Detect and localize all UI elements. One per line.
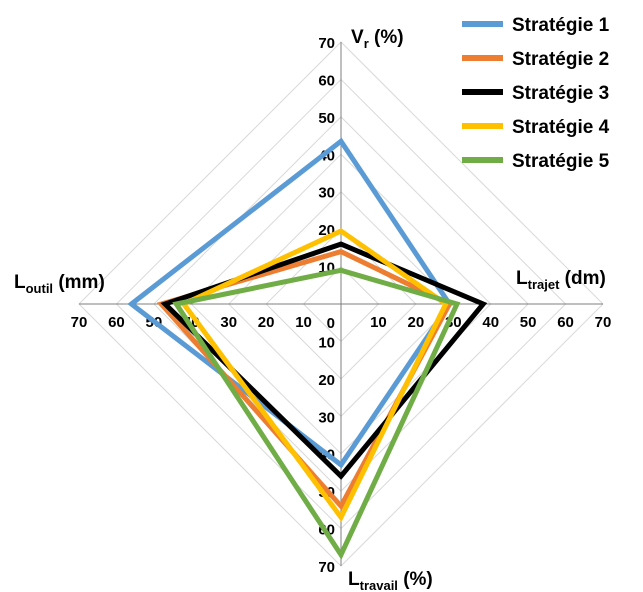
tick-label: 70 <box>318 35 335 52</box>
tick-label: 10 <box>370 314 387 331</box>
legend-label: Stratégie 3 <box>512 83 609 104</box>
tick-label: 10 <box>318 334 335 351</box>
tick-label: 50 <box>520 314 537 331</box>
legend-item: Stratégie 5 <box>462 151 610 172</box>
series <box>127 137 488 560</box>
legend-label: Stratégie 2 <box>512 49 609 70</box>
tick-label: 30 <box>318 185 335 202</box>
legend: Stratégie 1 Stratégie 2 Stratégie 3 Stra… <box>462 15 610 172</box>
legend-item: Stratégie 4 <box>462 117 610 138</box>
tick-label: 20 <box>318 372 335 389</box>
tick-label: 20 <box>408 314 425 331</box>
legend-item: Stratégie 1 <box>462 15 610 36</box>
tick-label: 70 <box>318 559 335 576</box>
tick-label: 30 <box>318 409 335 426</box>
legend-label: Stratégie 1 <box>512 15 610 36</box>
axis-title-ltrajet: Ltrajet (dm) <box>516 268 606 292</box>
tick-label: 70 <box>71 314 88 331</box>
tick-label: 30 <box>220 314 237 331</box>
axis-title-ltravail: Ltravail (%) <box>348 569 433 592</box>
tick-label: 0 <box>327 315 335 332</box>
axis-title-vr: Vr (%) <box>351 27 404 51</box>
legend-label: Stratégie 4 <box>512 117 610 138</box>
legend-item: Stratégie 2 <box>462 49 609 70</box>
axis-title-loutil: Loutil (mm) <box>14 272 105 296</box>
series-line-1 <box>127 137 453 469</box>
tick-label: 20 <box>258 314 275 331</box>
tick-label: 60 <box>108 314 125 331</box>
tick-label: 60 <box>318 72 335 89</box>
tick-label: 60 <box>557 314 574 331</box>
legend-item: Stratégie 3 <box>462 83 609 104</box>
series-line-5 <box>172 267 461 560</box>
legend-label: Stratégie 5 <box>512 151 610 172</box>
tick-label: 10 <box>295 314 312 331</box>
axes <box>79 42 603 566</box>
series-line-4 <box>179 228 449 523</box>
tick-label: 70 <box>595 314 612 331</box>
tick-label: 50 <box>318 110 335 127</box>
tick-label: 40 <box>482 314 499 331</box>
